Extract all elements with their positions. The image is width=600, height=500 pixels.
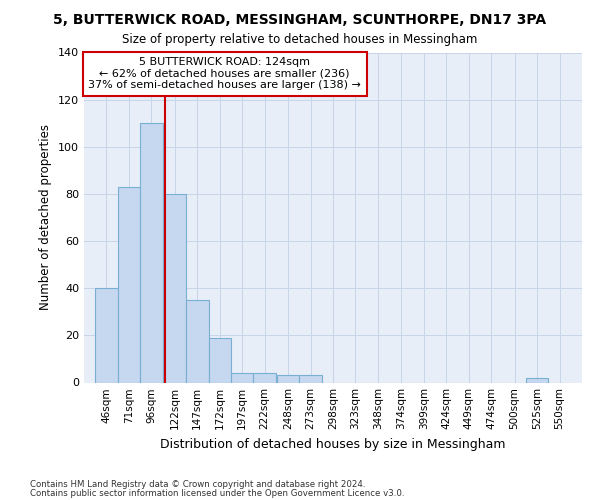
Text: Contains public sector information licensed under the Open Government Licence v3: Contains public sector information licen…: [30, 490, 404, 498]
Bar: [526, 378, 548, 382]
Bar: [231, 373, 253, 382]
Bar: [118, 187, 140, 382]
Text: 5 BUTTERWICK ROAD: 124sqm
← 62% of detached houses are smaller (236)
37% of semi: 5 BUTTERWICK ROAD: 124sqm ← 62% of detac…: [88, 57, 361, 90]
Text: Size of property relative to detached houses in Messingham: Size of property relative to detached ho…: [122, 32, 478, 46]
Bar: [186, 300, 209, 382]
Bar: [164, 194, 186, 382]
X-axis label: Distribution of detached houses by size in Messingham: Distribution of detached houses by size …: [160, 438, 506, 451]
Bar: [95, 288, 118, 382]
Bar: [299, 376, 322, 382]
Text: Contains HM Land Registry data © Crown copyright and database right 2024.: Contains HM Land Registry data © Crown c…: [30, 480, 365, 489]
Bar: [277, 376, 299, 382]
Bar: [140, 123, 163, 382]
Text: 5, BUTTERWICK ROAD, MESSINGHAM, SCUNTHORPE, DN17 3PA: 5, BUTTERWICK ROAD, MESSINGHAM, SCUNTHOR…: [53, 12, 547, 26]
Bar: [209, 338, 231, 382]
Bar: [253, 373, 276, 382]
Y-axis label: Number of detached properties: Number of detached properties: [40, 124, 52, 310]
